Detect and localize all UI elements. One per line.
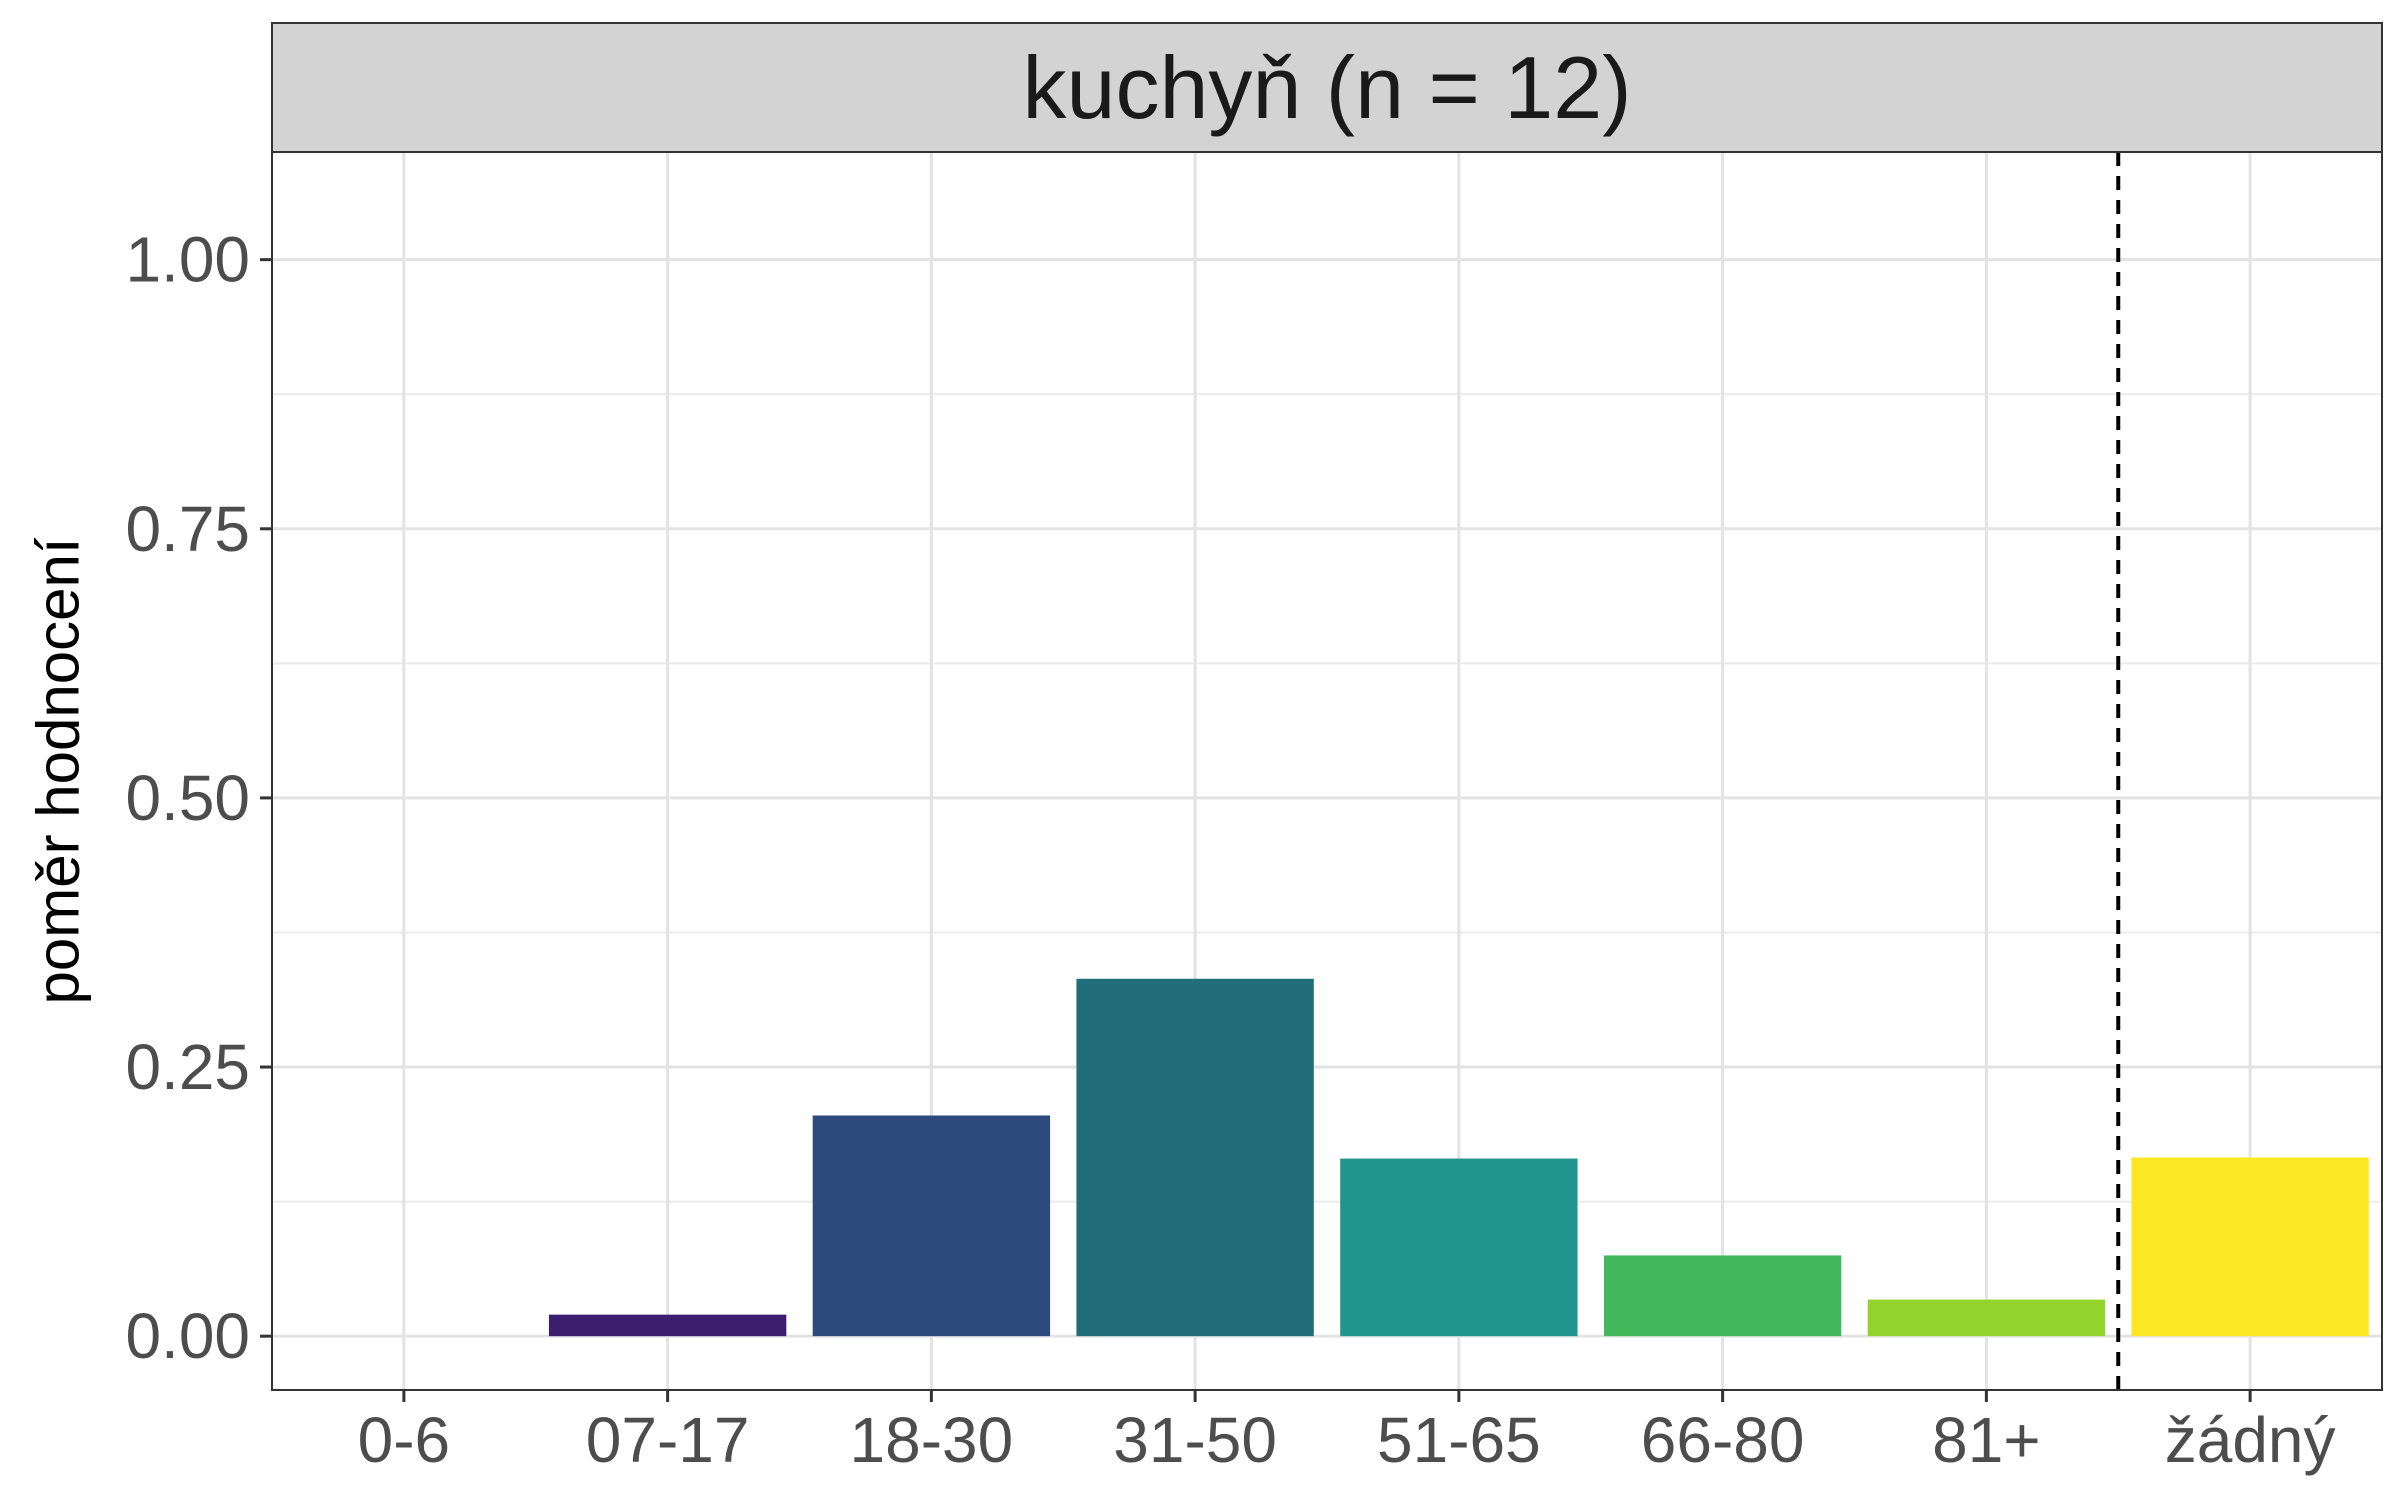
- bar-07-17: [548, 1314, 787, 1337]
- bars-layer: [548, 978, 2369, 1337]
- x-tick-label: 0-6: [358, 1404, 451, 1476]
- x-tick-label: žádný: [2165, 1404, 2336, 1476]
- y-tick-label: 1.00: [125, 224, 250, 296]
- y-tick-label: 0.00: [125, 1300, 250, 1372]
- y-tick-label: 0.25: [125, 1031, 250, 1103]
- bar-51-65: [1340, 1158, 1578, 1337]
- bar-žádný: [2131, 1157, 2369, 1337]
- x-tick-label: 66-80: [1641, 1404, 1805, 1476]
- y-tick-label: 0.75: [125, 493, 250, 565]
- x-tick-label: 07-17: [586, 1404, 750, 1476]
- grid-layer: [272, 152, 2382, 1390]
- bar-18-30: [812, 1115, 1051, 1337]
- x-tick-label: 18-30: [850, 1404, 1014, 1476]
- y-axis-title: poměr hodnocení: [25, 537, 92, 1004]
- facet-title: kuchyň (n = 12): [1023, 38, 1632, 137]
- x-tick-label: 31-50: [1113, 1404, 1277, 1476]
- panel-border: [271, 151, 2383, 1391]
- bar-66-80: [1603, 1255, 1842, 1337]
- x-tick-label: 81+: [1932, 1404, 2041, 1476]
- x-axis: 0-6 07-17 18-30 31-50 51-65 66-80 81+ žádný: [358, 1390, 2336, 1476]
- x-tick-label: 51-65: [1377, 1404, 1541, 1476]
- bar-31-50: [1076, 978, 1314, 1337]
- y-tick-label: 0.50: [125, 762, 250, 834]
- y-axis: 0.00 0.25 0.50 0.75 1.00: [125, 224, 272, 1372]
- facet-strip: kuchyň (n = 12): [271, 22, 2383, 153]
- facet-strip-background: [271, 22, 2383, 153]
- bar-81+: [1867, 1299, 2106, 1337]
